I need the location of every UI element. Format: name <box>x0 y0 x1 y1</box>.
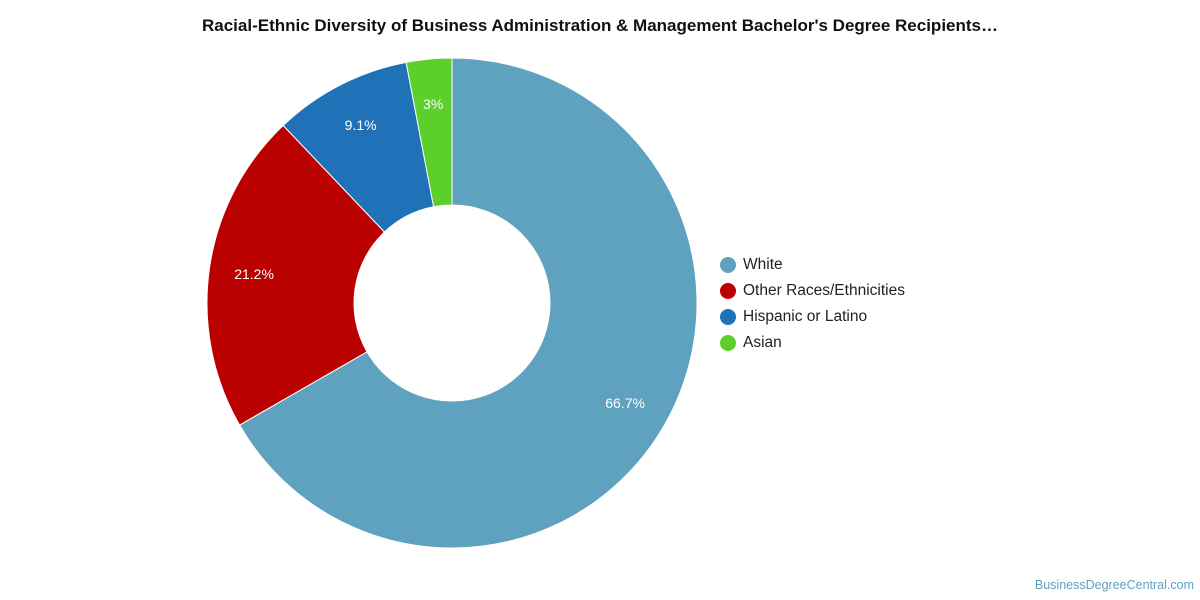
slice-label-asian: 3% <box>423 96 443 112</box>
legend-item-hispanic-or-latino[interactable]: Hispanic or Latino <box>720 304 905 330</box>
donut-slice-other-races-ethnicities[interactable] <box>206 124 386 426</box>
chart-title: Racial-Ethnic Diversity of Business Admi… <box>201 16 998 35</box>
legend-item-white[interactable]: White <box>720 252 905 278</box>
donut-slice-asian[interactable] <box>405 57 453 208</box>
legend-item-other-races-ethnicities[interactable]: Other Races/Ethnicities <box>720 278 905 304</box>
slice-label-hispanic-or-latino: 9.1% <box>345 117 377 133</box>
legend-label: White <box>743 256 783 273</box>
slice-label-other-races-ethnicities: 21.2% <box>234 266 274 282</box>
source-credit[interactable]: BusinessDegreeCentral.com <box>1034 578 1194 592</box>
chart-legend: White Other Races/Ethnicities Hispanic or … <box>720 252 905 356</box>
legend-label: Other Races/Ethnicities <box>743 282 905 299</box>
legend-swatch-icon <box>720 335 736 351</box>
legend-swatch-icon <box>720 309 736 325</box>
legend-label: Hispanic or Latino <box>743 308 868 325</box>
legend-swatch-icon <box>720 283 736 299</box>
donut-slice-white[interactable] <box>238 57 698 549</box>
legend-label: Asian <box>743 334 782 351</box>
legend-swatch-icon <box>720 257 736 273</box>
legend-item-asian[interactable]: Asian <box>720 330 905 356</box>
slice-label-white: 66.7% <box>605 395 645 411</box>
